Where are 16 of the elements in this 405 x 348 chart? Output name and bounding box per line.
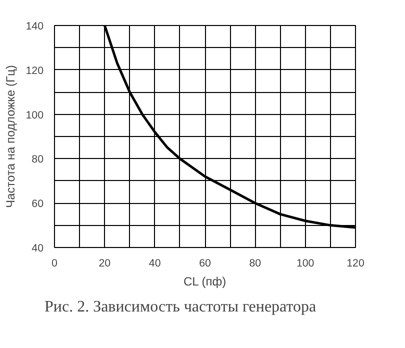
y-axis-title: Частота на подложке (Гц) (4, 65, 18, 208)
y-tick-label: 40 (32, 242, 44, 254)
y-tick-label: 120 (26, 64, 44, 77)
x-tick-label: 80 (249, 258, 262, 270)
y-tick-label: 80 (32, 154, 44, 166)
y-tick-label: 60 (32, 198, 44, 210)
x-tick-label: 100 (296, 258, 314, 270)
text: Рис. 2. Зависимость частоты генератора (44, 298, 316, 316)
x-tick-label: 60 (199, 258, 211, 270)
y-tick-label: 140 (26, 20, 44, 32)
y-tick-label: 100 (26, 109, 44, 122)
x-tick-label: 0 (52, 258, 58, 270)
x-axis-title: CL (пф) (183, 274, 226, 288)
x-tick-label: 20 (98, 258, 111, 270)
x-tick-label: 40 (148, 258, 161, 270)
x-tick-label: 120 (346, 258, 364, 270)
